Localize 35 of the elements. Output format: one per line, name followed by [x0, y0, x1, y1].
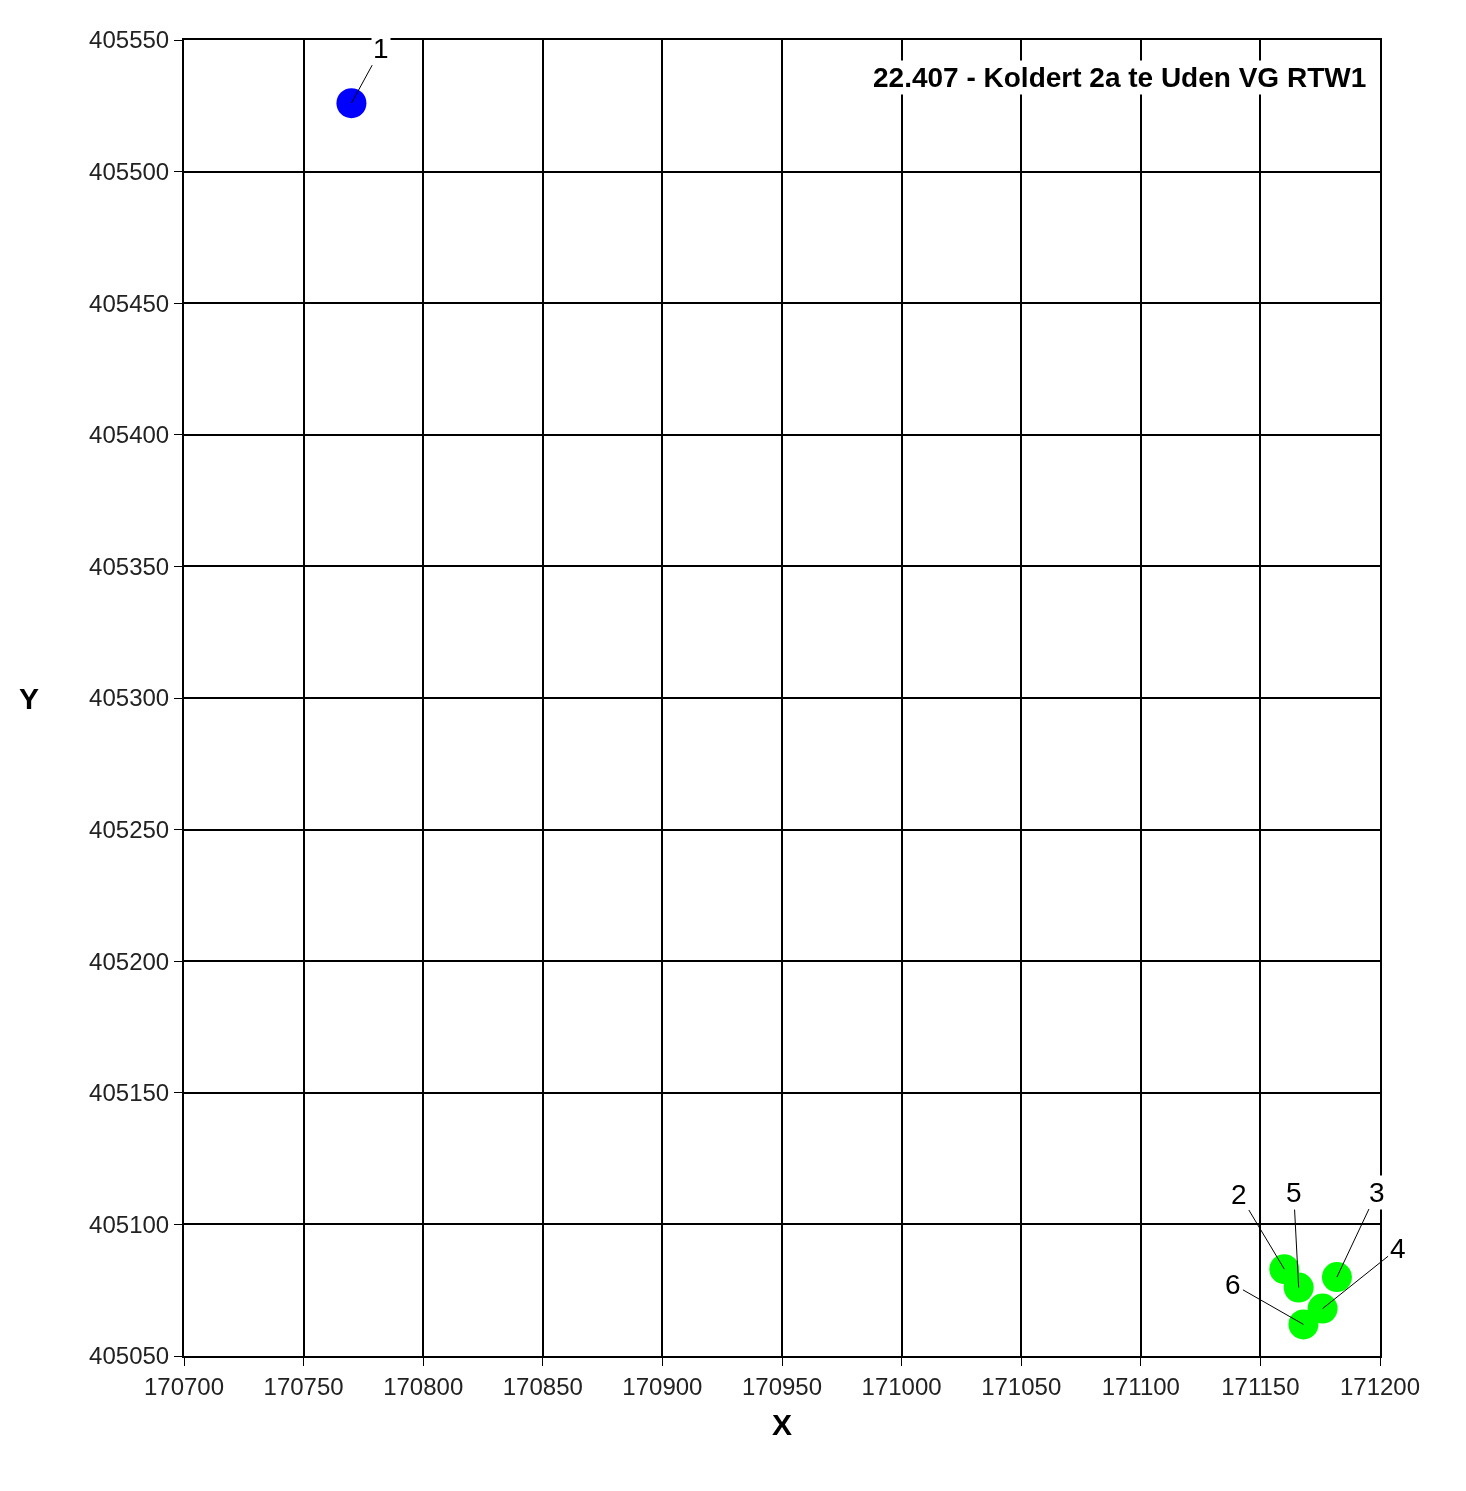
annotation: 5: [1286, 1177, 1302, 1208]
x-tick-label: 171150: [1221, 1372, 1300, 1400]
y-tick-label: 405500: [89, 158, 170, 185]
point: [336, 88, 367, 119]
y-tick-label: 405250: [89, 816, 170, 843]
y-tick-label: 405050: [89, 1342, 170, 1370]
annotation: 4: [1390, 1233, 1406, 1264]
annotation: 2: [1231, 1179, 1247, 1210]
y-tick-label: 405150: [89, 1079, 170, 1107]
y-tick-label: 405450: [89, 289, 170, 317]
point: [1321, 1262, 1352, 1293]
text: 22.407 - Koldert 2a te Uden VG RTW1: [873, 62, 1367, 93]
point: [1288, 1309, 1319, 1340]
y-tick-label: 405550: [89, 26, 170, 54]
x-tick-label: 171050: [981, 1372, 1062, 1400]
annotation: 1: [373, 33, 389, 64]
y-tick-label: 405200: [89, 947, 170, 975]
x-tick-label: 170950: [741, 1372, 823, 1400]
x-axis-title: X: [771, 1407, 793, 1441]
x-tick-label: 171200: [1339, 1372, 1421, 1400]
x-tick-label: 170850: [502, 1372, 583, 1400]
x-tick-label: 170750: [263, 1372, 344, 1400]
y-tick-label: 405300: [89, 684, 170, 712]
x-tick-label: 171100: [1101, 1372, 1180, 1400]
y-tick-label: 405100: [89, 1210, 170, 1238]
x-tick-label: 171000: [861, 1372, 942, 1400]
point: [1283, 1272, 1314, 1303]
x-tick-label: 170800: [383, 1372, 464, 1400]
annotation: 3: [1369, 1177, 1385, 1208]
x-tick-label: 170700: [143, 1372, 225, 1400]
x-tick-label: 170900: [622, 1372, 703, 1400]
y-axis-title: Y: [19, 682, 40, 715]
y-tick-label: 405350: [89, 552, 170, 580]
y-tick-label: 405400: [89, 421, 170, 449]
annotation: 6: [1225, 1269, 1241, 1300]
